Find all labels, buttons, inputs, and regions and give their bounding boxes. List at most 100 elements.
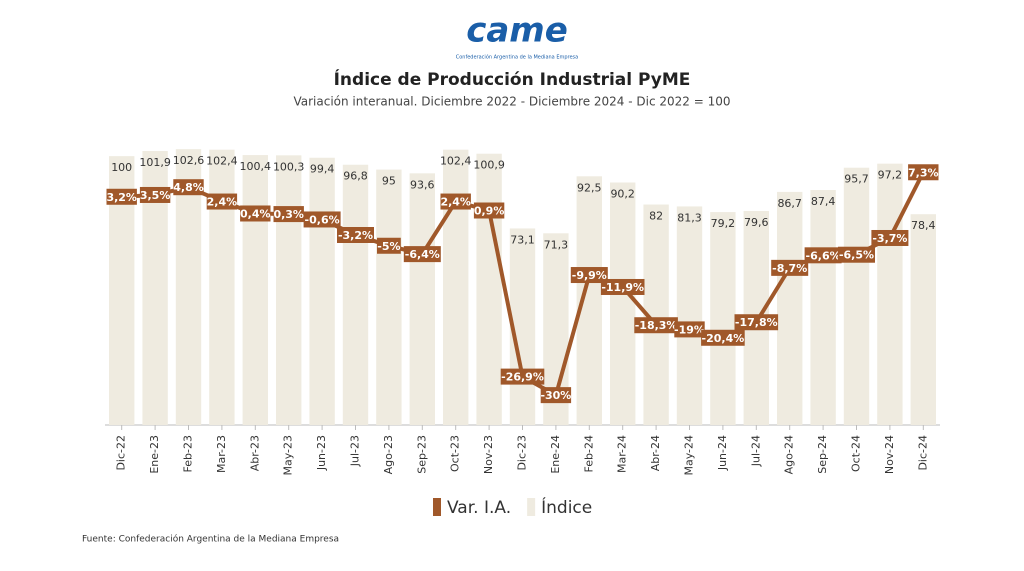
- bar: [676, 206, 703, 425]
- x-tick-label: Abr-24: [649, 435, 662, 471]
- bar-label: 82: [649, 210, 663, 223]
- line-label-box: [570, 267, 608, 284]
- x-tick-label: Jun-24: [716, 435, 729, 471]
- bar: [443, 149, 469, 425]
- x-tick-label: Oct-23: [449, 435, 462, 472]
- legend-swatch: [527, 498, 536, 516]
- x-tick-label: Mar-24: [616, 435, 629, 473]
- line-label: -26,9%: [501, 371, 544, 384]
- line-label: -19%: [674, 323, 705, 336]
- x-tick-label: Feb-23: [182, 435, 195, 472]
- logo-tagline: Confederación Argentina de la Mediana Em…: [456, 54, 578, 61]
- line-label-box: [440, 193, 471, 210]
- line-label: -6,6%: [806, 249, 841, 262]
- chart-title: Índice de Producción Industrial PyME: [334, 68, 691, 90]
- bar-label: 95: [382, 175, 396, 188]
- bar-label: 101,9: [139, 156, 171, 169]
- x-tick-label: Mar-23: [215, 435, 228, 473]
- bar-label: 102,4: [440, 155, 472, 168]
- line-label-box: [600, 278, 645, 295]
- line-label-box: [403, 246, 441, 263]
- line-label: -9,9%: [572, 269, 607, 282]
- logo: came Confederación Argentina de la Media…: [456, 11, 578, 61]
- x-tick-label: Ene-24: [549, 435, 562, 474]
- bar-label: 97,2: [878, 169, 903, 182]
- x-tick-label: Oct-24: [850, 435, 863, 472]
- x-tick-label: Feb-24: [582, 435, 595, 472]
- line-label-box: [106, 188, 137, 205]
- bar: [376, 169, 402, 425]
- line-label: -3,2%: [338, 229, 373, 242]
- bar: [276, 155, 302, 425]
- line-label: 2,4%: [440, 196, 471, 209]
- bar: [309, 157, 335, 425]
- line-label: -5%: [377, 240, 400, 253]
- bar-label: 79,2: [711, 217, 736, 230]
- line-label-box: [674, 321, 705, 338]
- bar: [910, 214, 936, 425]
- bar-label: 99,4: [310, 163, 335, 176]
- bar-label: 102,6: [173, 154, 205, 167]
- bar-label: 100,3: [273, 160, 305, 173]
- line-label: -3,7%: [872, 232, 907, 245]
- line-label: -8,7%: [772, 262, 807, 275]
- bar: [810, 190, 836, 425]
- bar-label: 102,4: [206, 155, 238, 168]
- x-tick-label: May-23: [282, 435, 295, 476]
- bar-label: 78,4: [911, 219, 936, 232]
- bar-label: 93,6: [410, 178, 435, 191]
- bar-label: 96,8: [343, 170, 368, 183]
- line-label: -18,3%: [635, 319, 678, 332]
- x-tick-label: Dic-24: [916, 435, 929, 471]
- line-label: 7,3%: [908, 166, 939, 179]
- bar: [710, 212, 736, 425]
- line-label-box: [240, 205, 271, 222]
- line-label-box: [377, 237, 401, 254]
- bar-label: 100,9: [473, 159, 505, 172]
- bar-label: 92,5: [577, 181, 602, 194]
- line-label-box: [771, 259, 809, 276]
- legend-swatch: [433, 498, 441, 516]
- bar-label: 71,3: [544, 238, 569, 251]
- line-label-box: [206, 193, 238, 210]
- legend-label: Índice: [541, 496, 592, 518]
- line-label-box: [303, 211, 341, 228]
- line-label-box: [473, 202, 505, 219]
- line-label-box: [838, 246, 875, 263]
- x-tick-label: Ago-23: [382, 435, 395, 474]
- line-label: 0,3%: [273, 208, 304, 221]
- x-tick-label: Ago-24: [783, 435, 796, 474]
- line-label: -6,5%: [839, 249, 874, 262]
- x-tick-label: Jul-24: [749, 435, 762, 467]
- line-label: -6,4%: [405, 248, 440, 261]
- line-label-box: [908, 164, 939, 181]
- x-tick-label: Jul-23: [349, 435, 362, 467]
- line-label: 0,4%: [240, 207, 271, 220]
- line-label: -17,8%: [735, 316, 778, 329]
- line-label: 4,8%: [173, 181, 204, 194]
- line-label: 3,5%: [140, 189, 171, 202]
- source: Fuente: Confederación Argentina de la Me…: [82, 534, 339, 545]
- legend-label: Var. I.A.: [447, 498, 511, 518]
- bar-label: 87,4: [811, 195, 836, 208]
- line-label-box: [871, 229, 909, 246]
- bar: [342, 164, 369, 426]
- line-label: -0,6%: [305, 213, 340, 226]
- x-tick-label: Nov-24: [883, 435, 896, 474]
- line-label-box: [337, 227, 374, 243]
- bar-label: 100: [111, 161, 132, 174]
- bar: [242, 155, 268, 425]
- line-label: 3,2%: [106, 191, 137, 204]
- bar-label: 81,3: [677, 211, 702, 224]
- line-label-box: [173, 179, 204, 196]
- line-label-box: [701, 329, 745, 346]
- x-tick-label: Dic-22: [115, 435, 128, 471]
- line-label-box: [139, 186, 171, 203]
- line-label-box: [734, 314, 779, 331]
- bar-label: 90,2: [610, 187, 635, 200]
- bar-label: 86,7: [777, 197, 802, 210]
- logo-name: came: [466, 11, 568, 51]
- chart-subtitle: Variación interanual. Diciembre 2022 - D…: [293, 95, 730, 109]
- bar: [476, 153, 502, 425]
